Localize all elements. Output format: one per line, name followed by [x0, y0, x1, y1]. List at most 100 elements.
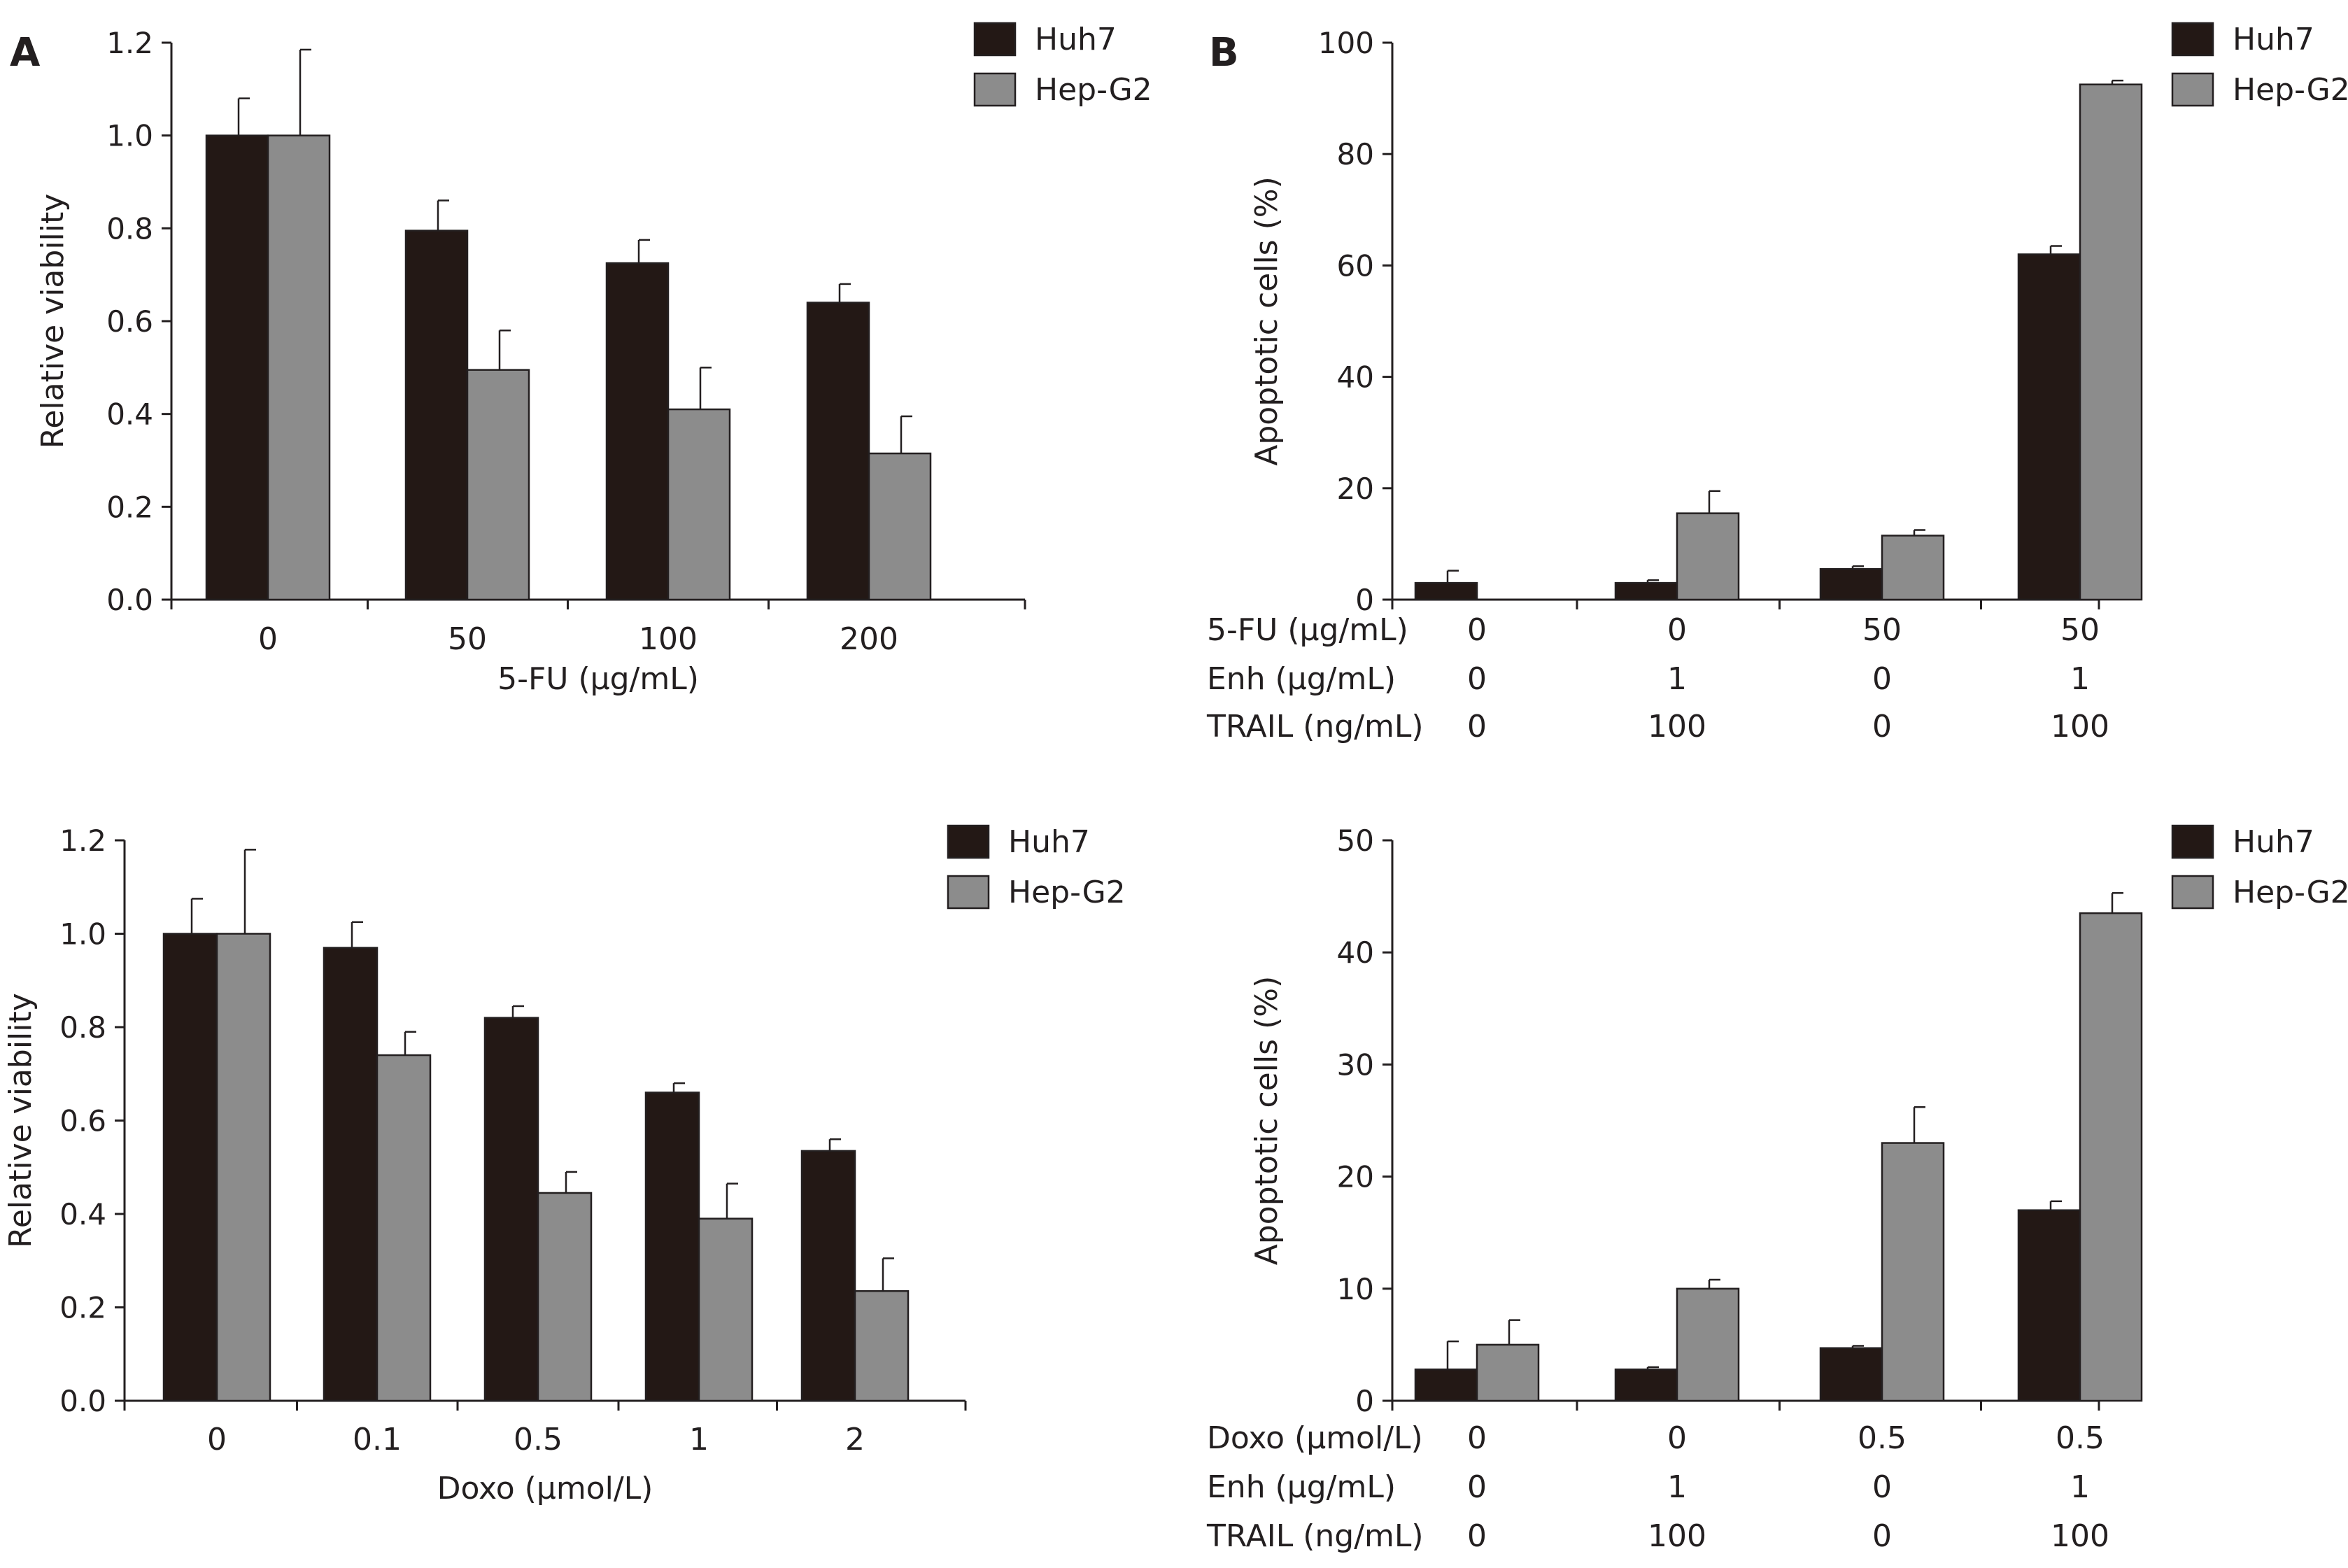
- bar-huh7-2: [1819, 567, 1883, 601]
- y-axis-title: Relative viability: [35, 194, 71, 449]
- y-tick-label: 0.2: [106, 490, 153, 524]
- condition-value: 0: [1467, 612, 1487, 648]
- y-tick-label: 0.2: [59, 1291, 106, 1325]
- bar-huh7-0: [1414, 1368, 1478, 1402]
- y-tick-label: 0.0: [106, 583, 153, 617]
- x-tick-label: 2: [845, 1422, 865, 1457]
- x-tick-label: 0.1: [353, 1422, 402, 1457]
- condition-value: 1: [1667, 661, 1687, 697]
- condition-value: 0: [1467, 1518, 1487, 1554]
- legend-swatch-huh7: [2171, 22, 2214, 57]
- bar-hepg2-4: [854, 1290, 910, 1402]
- condition-value: 0: [1667, 1420, 1687, 1456]
- condition-value: 100: [1648, 1518, 1706, 1554]
- legend-swatch-hepg2: [2171, 875, 2214, 910]
- legend-label: Huh7: [2233, 22, 2314, 57]
- y-tick-label: 0: [1355, 583, 1374, 617]
- legend-swatch-huh7: [947, 824, 990, 859]
- y-tick-label: 1.2: [59, 824, 106, 858]
- legend-swatch-hepg2: [2171, 72, 2214, 107]
- legend-swatch-huh7: [973, 22, 1017, 57]
- y-tick-label: 1.0: [59, 917, 106, 952]
- x-tick-label: 0.5: [514, 1422, 563, 1457]
- bar-hepg2-2: [1881, 1142, 1945, 1402]
- bar-huh7-3: [806, 302, 870, 601]
- bar-huh7-1: [1614, 581, 1678, 601]
- bar-hepg2-3: [868, 452, 932, 601]
- bar-huh7-3: [2017, 253, 2081, 601]
- condition-value: 0: [1872, 661, 1892, 697]
- bar-huh7-1: [323, 947, 379, 1402]
- condition-value: 0.5: [2056, 1420, 2105, 1456]
- bar-hepg2-1: [376, 1054, 432, 1402]
- bar-hepg2-0: [267, 134, 331, 601]
- bar-huh7-2: [1819, 1347, 1883, 1402]
- legend-label: Huh7: [1035, 22, 1117, 57]
- bar-huh7-3: [2017, 1209, 2081, 1402]
- y-tick-label: 1.0: [106, 119, 153, 153]
- condition-value: 0: [1467, 1420, 1487, 1456]
- condition-value: 0: [1667, 612, 1687, 648]
- condition-value: 50: [2060, 612, 2100, 648]
- y-tick-label: 100: [1318, 26, 1374, 60]
- condition-row-label: Enh (μg/mL): [1207, 1469, 1396, 1505]
- x-tick-label: 1: [689, 1422, 709, 1457]
- y-tick-label: 60: [1337, 248, 1374, 283]
- condition-value: 1: [1667, 1469, 1687, 1505]
- legend-label: Hep-G2: [1035, 72, 1152, 108]
- condition-value: 0: [1872, 1518, 1892, 1554]
- x-tick-label: 0: [258, 621, 278, 657]
- y-axis-title: Relative viability: [3, 993, 38, 1248]
- condition-value: 100: [2051, 1518, 2109, 1554]
- condition-value: 1: [2070, 661, 2090, 697]
- legend-label: Huh7: [2233, 824, 2314, 860]
- legend-label: Hep-G2: [2233, 875, 2348, 910]
- chart-a-top: 0.0 0.2 0.4 0.6 0.8 1.0 1.2 Relative viability 0…: [35, 22, 1152, 697]
- y-tick-label: 0: [1355, 1384, 1374, 1418]
- bar-huh7-3: [644, 1092, 700, 1402]
- y-tick-label: 30: [1337, 1047, 1374, 1082]
- bar-hepg2-2: [667, 408, 731, 601]
- x-axis-title: 5-FU (μg/mL): [497, 661, 699, 697]
- condition-value: 0: [1872, 709, 1892, 744]
- y-tick-label: 10: [1337, 1272, 1374, 1306]
- bar-hepg2-2: [1881, 535, 1945, 601]
- y-axis-title: Apoptotic cells (%): [1249, 176, 1285, 465]
- bar-huh7-4: [800, 1150, 856, 1402]
- x-axis-title: Doxo (μmol/L): [437, 1471, 653, 1506]
- y-tick-label: 80: [1337, 137, 1374, 171]
- bar-hepg2-1: [466, 369, 530, 601]
- y-tick-label: 0.0: [59, 1384, 106, 1418]
- x-tick-label: 200: [840, 621, 898, 657]
- bar-hepg2-3: [2079, 83, 2143, 601]
- condition-value: 0.5: [1858, 1420, 1907, 1456]
- y-tick-label: 0.4: [106, 397, 153, 432]
- panel-label-b: B: [1209, 30, 1239, 76]
- y-tick-label: 0.8: [59, 1010, 106, 1045]
- y-tick-label: 0.6: [106, 304, 153, 339]
- y-tick-label: 50: [1337, 824, 1374, 858]
- bar-hepg2-2: [537, 1192, 593, 1402]
- condition-value: 0: [1467, 709, 1487, 744]
- bar-hepg2-3: [698, 1217, 754, 1402]
- condition-value: 0: [1872, 1469, 1892, 1505]
- bar-huh7-1: [1614, 1368, 1678, 1402]
- x-tick-label: 0: [207, 1422, 227, 1457]
- y-tick-label: 1.2: [106, 26, 153, 60]
- x-tick-label: 100: [639, 621, 698, 657]
- condition-row-label: 5-FU (μg/mL): [1207, 612, 1408, 648]
- x-tick-label: 50: [448, 621, 487, 657]
- condition-value: 50: [1862, 612, 1902, 648]
- bar-huh7-0: [1414, 581, 1478, 601]
- legend-label: Hep-G2: [1008, 875, 1126, 910]
- bar-huh7-2: [605, 262, 670, 601]
- condition-row-label: TRAIL (ng/mL): [1206, 709, 1424, 744]
- legend-swatch-hepg2: [947, 875, 990, 910]
- condition-value: 100: [2051, 709, 2109, 744]
- bar-huh7-1: [404, 229, 469, 601]
- y-tick-label: 0.8: [106, 211, 153, 246]
- y-tick-label: 20: [1337, 472, 1374, 506]
